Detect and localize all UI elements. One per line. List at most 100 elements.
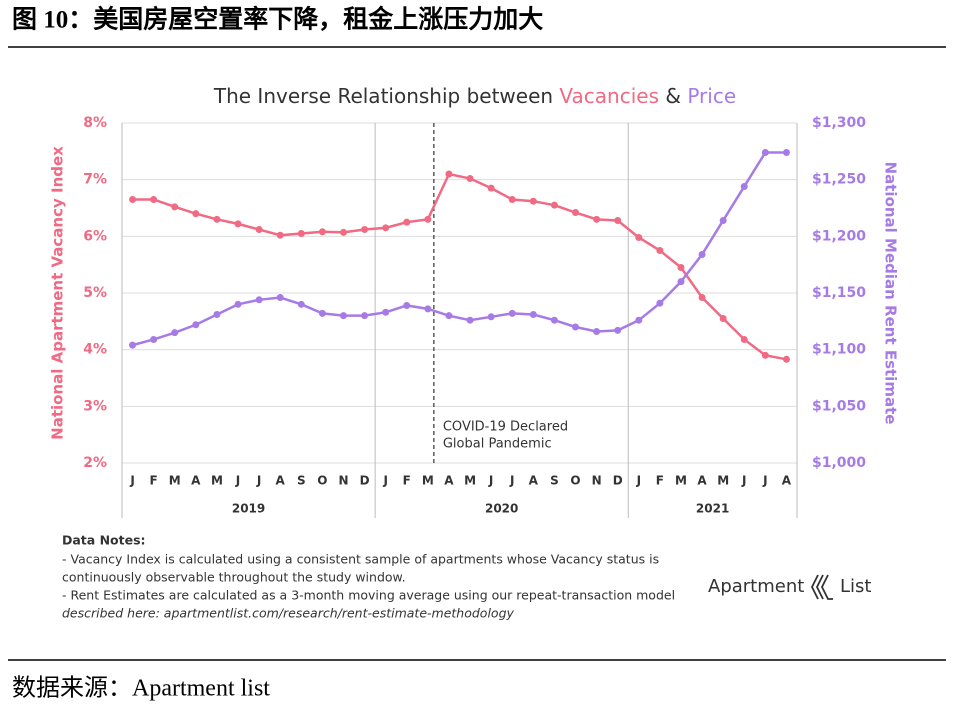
data-point xyxy=(255,226,263,234)
data-point xyxy=(698,250,706,258)
x-tick-label: A xyxy=(191,474,201,488)
x-tick-label: M xyxy=(211,474,223,488)
year-label: 2021 xyxy=(696,502,729,516)
data-point xyxy=(550,316,558,324)
y2-tick-label: $1,050 xyxy=(812,398,866,414)
data-point xyxy=(339,228,347,236)
data-point xyxy=(150,335,158,343)
x-tick-label: M xyxy=(675,474,687,488)
data-point xyxy=(171,329,179,337)
data-point xyxy=(677,278,685,286)
data-point xyxy=(466,175,474,183)
x-tick-label: J xyxy=(741,474,746,488)
data-point xyxy=(529,197,537,205)
x-tick-label: J xyxy=(129,474,134,488)
data-point xyxy=(403,301,411,309)
x-tick-label: F xyxy=(656,474,664,488)
data-point xyxy=(403,218,411,226)
x-tick-label: M xyxy=(169,474,181,488)
data-point xyxy=(508,196,516,203)
data-point xyxy=(150,196,158,203)
data-point xyxy=(255,296,263,304)
y2-tick-label: $1,150 xyxy=(812,285,866,301)
data-point xyxy=(550,201,558,209)
y-tick-label: 8% xyxy=(83,115,107,131)
y2-tick-label: $1,300 xyxy=(812,115,866,131)
data-point xyxy=(572,209,580,217)
note-line: - Rent Estimates are calculated as a 3-m… xyxy=(62,588,675,603)
data-point xyxy=(677,264,685,271)
x-tick-label: N xyxy=(338,474,348,488)
data-point xyxy=(339,312,347,320)
data-point xyxy=(192,321,200,329)
x-tick-label: A xyxy=(529,474,539,488)
data-point xyxy=(782,355,790,363)
data-point xyxy=(635,316,643,324)
data-point xyxy=(445,312,453,320)
data-point xyxy=(593,328,601,336)
y-tick-label: 7% xyxy=(83,172,107,188)
data-point xyxy=(424,305,432,313)
data-point xyxy=(656,247,664,254)
data-point xyxy=(318,228,326,236)
data-point xyxy=(382,224,390,232)
chart-title: The Inverse Relationship between Vacanci… xyxy=(213,84,736,108)
data-point xyxy=(213,215,221,223)
data-point xyxy=(614,216,622,224)
y2-tick-label: $1,250 xyxy=(812,172,866,188)
annotation: COVID-19 Declared xyxy=(443,420,568,435)
data-point xyxy=(424,215,432,223)
data-point xyxy=(761,351,769,359)
data-point xyxy=(445,170,453,178)
x-tick-label: J xyxy=(636,474,641,488)
note-line: continuously observable throughout the s… xyxy=(62,570,406,585)
x-tick-label: F xyxy=(150,474,158,488)
x-tick-label: J xyxy=(382,474,387,488)
title-part: Vacancies xyxy=(559,84,659,108)
note-line: described here: apartmentlist.com/resear… xyxy=(62,606,515,621)
annotation: Global Pandemic xyxy=(443,437,552,452)
y2-tick-label: $1,000 xyxy=(812,455,866,471)
y-axis-title: National Apartment Vacancy Index xyxy=(49,146,67,440)
x-tick-label: J xyxy=(488,474,493,488)
x-tick-label: J xyxy=(509,474,514,488)
y-tick-label: 5% xyxy=(83,285,107,301)
x-tick-label: M xyxy=(717,474,729,488)
data-point xyxy=(698,294,706,302)
source: 数据来源：Apartment list xyxy=(12,675,270,702)
data-point xyxy=(297,230,305,237)
logo-mark xyxy=(810,574,833,600)
data-point xyxy=(171,203,179,211)
data-point xyxy=(740,182,748,190)
data-point xyxy=(276,294,284,302)
data-point xyxy=(487,184,495,192)
data-point xyxy=(192,210,200,218)
y-tick-label: 3% xyxy=(83,398,107,414)
title-part: & xyxy=(659,84,687,108)
x-tick-label: O xyxy=(570,474,580,488)
data-point xyxy=(487,313,495,321)
x-tick-label: A xyxy=(276,474,286,488)
x-tick-label: J xyxy=(256,474,261,488)
data-point xyxy=(740,335,748,343)
x-tick-label: A xyxy=(697,474,707,488)
data-point xyxy=(129,341,137,349)
data-point xyxy=(572,323,580,331)
x-tick-label: D xyxy=(360,474,370,488)
header-title: 图 10：美国房屋空置率下降，租金上涨压力加大 xyxy=(12,5,543,34)
x-tick-label: A xyxy=(444,474,454,488)
data-point xyxy=(129,196,137,203)
logo-icon xyxy=(810,574,833,600)
y2-axis-title: National Median Rent Estimate xyxy=(882,162,900,425)
data-point xyxy=(361,312,369,320)
data-point xyxy=(234,220,242,228)
data-point xyxy=(297,300,305,308)
data-point xyxy=(213,311,221,319)
y-tick-label: 2% xyxy=(83,455,107,471)
year-label: 2019 xyxy=(232,502,265,516)
x-tick-label: S xyxy=(297,474,306,488)
data-point xyxy=(635,233,643,241)
data-point xyxy=(234,300,242,308)
data-point xyxy=(719,216,727,224)
